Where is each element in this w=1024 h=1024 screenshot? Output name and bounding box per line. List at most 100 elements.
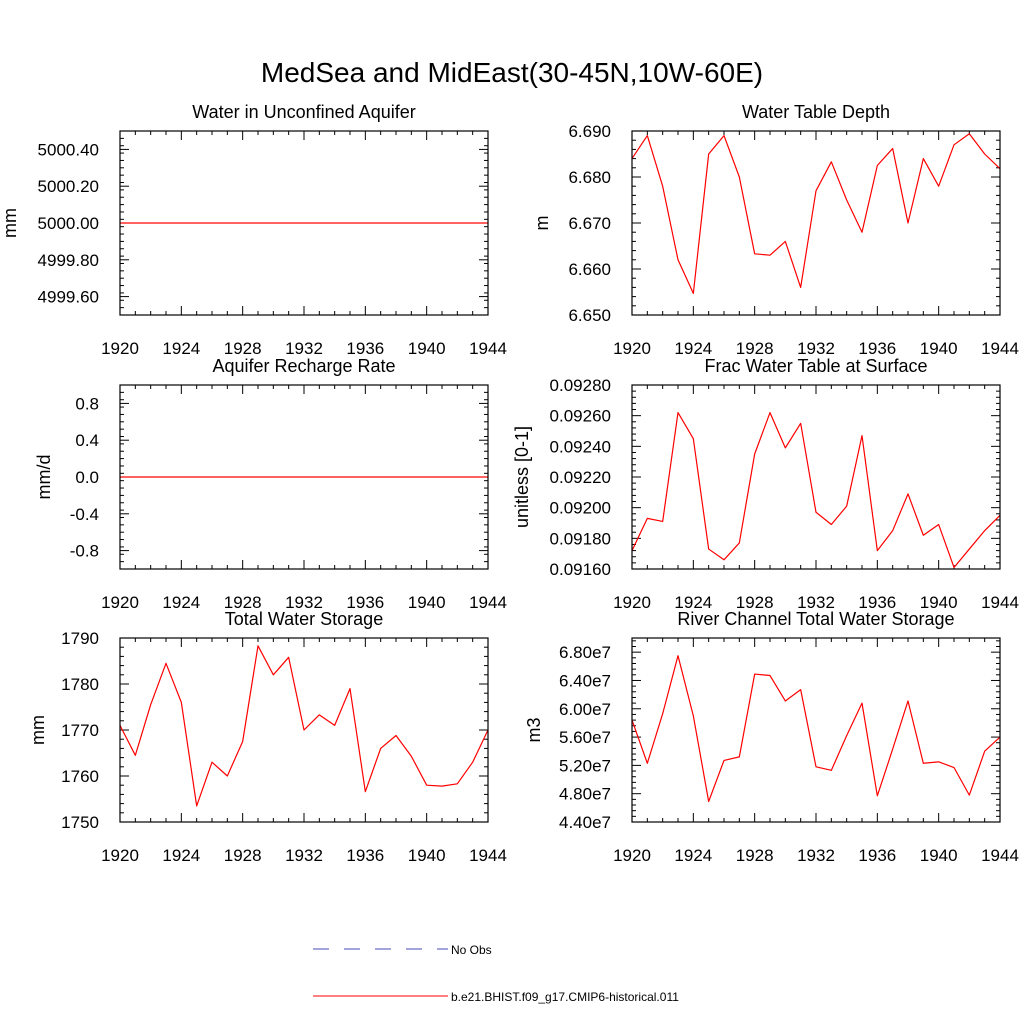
y-tick-label: 1750 [61, 813, 99, 832]
x-tick-label: 1936 [346, 339, 384, 358]
x-tick-label: 1944 [469, 593, 507, 612]
panel-title: Total Water Storage [225, 609, 383, 629]
x-tick-label: 1920 [101, 339, 139, 358]
x-tick-label: 1940 [408, 339, 446, 358]
x-tick-label: 1936 [858, 339, 896, 358]
x-tick-label: 1924 [162, 593, 200, 612]
y-tick-label: 6.40e7 [559, 671, 611, 690]
panel-title: Water Table Depth [742, 102, 890, 122]
y-tick-label: 0.09180 [550, 529, 611, 548]
y-tick-label: 0.09160 [550, 560, 611, 579]
x-tick-label: 1924 [674, 846, 712, 865]
x-tick-label: 1944 [469, 339, 507, 358]
x-tick-label: 1944 [469, 846, 507, 865]
y-tick-label: 1760 [61, 767, 99, 786]
y-tick-label: 5.20e7 [559, 756, 611, 775]
y-axis-label: m3 [524, 717, 544, 742]
x-tick-label: 1940 [408, 593, 446, 612]
panel-title: River Channel Total Water Storage [677, 609, 954, 629]
y-axis-label: mm [0, 208, 20, 238]
panels: Water in Unconfined Aquifer mm 1920 1924 192… [0, 102, 1019, 865]
y-tick-label: 1780 [61, 675, 99, 694]
series-line [631, 133, 1001, 294]
y-tick-label: 1790 [61, 629, 99, 648]
y-tick-label: -0.8 [70, 542, 99, 561]
x-tick-label: 1932 [285, 846, 323, 865]
y-tick-label: 0.4 [75, 431, 99, 450]
plot-frame [119, 384, 489, 570]
y-tick-label: 0.8 [75, 394, 99, 413]
x-tick-label: 1920 [101, 593, 139, 612]
y-tick-label: 4.40e7 [559, 813, 611, 832]
panel-4: Total Water Storage mm 1920 1924 1928 1932 193… [28, 609, 507, 865]
x-tick-label: 1924 [674, 339, 712, 358]
panel-title: Aquifer Recharge Rate [212, 356, 395, 376]
x-tick-label: 1928 [736, 339, 774, 358]
x-tick-label: 1924 [162, 339, 200, 358]
y-tick-label: 4.80e7 [559, 785, 611, 804]
figure-title: MedSea and MidEast(30-45N,10W-60E) [261, 57, 763, 88]
x-tick-label: 1920 [613, 339, 651, 358]
panel-title: Water in Unconfined Aquifer [192, 102, 415, 122]
x-tick-label: 1936 [858, 593, 896, 612]
y-axis-label: mm/d [34, 455, 54, 500]
x-tick-label: 1928 [224, 593, 262, 612]
panel-title: Frac Water Table at Surface [704, 356, 927, 376]
plot-frame [631, 637, 1001, 823]
legend-label-no-obs: No Obs [451, 943, 492, 957]
y-tick-label: 0.09280 [550, 376, 611, 395]
x-tick-label: 1932 [797, 593, 835, 612]
y-tick-label: 6.00e7 [559, 700, 611, 719]
x-tick-label: 1920 [101, 846, 139, 865]
x-tick-label: 1932 [285, 339, 323, 358]
y-tick-label: 5000.20 [38, 177, 99, 196]
y-tick-label: 6.660 [568, 260, 611, 279]
x-tick-label: 1936 [858, 846, 896, 865]
y-tick-label: 0.09220 [550, 468, 611, 487]
y-tick-label: 4999.80 [38, 251, 99, 270]
y-tick-label: 6.670 [568, 214, 611, 233]
x-tick-label: 1924 [162, 846, 200, 865]
x-tick-label: 1944 [981, 339, 1019, 358]
y-tick-label: 6.690 [568, 122, 611, 141]
panel-3: Frac Water Table at Surface unitless [0-1… [512, 356, 1019, 612]
series-line [119, 645, 489, 807]
y-tick-label: 0.09260 [550, 407, 611, 426]
x-tick-label: 1920 [613, 593, 651, 612]
series-line [631, 412, 1001, 569]
y-tick-label: 5000.40 [38, 140, 99, 159]
x-tick-label: 1940 [408, 846, 446, 865]
plot-frame [631, 384, 1001, 570]
y-tick-label: -0.4 [70, 505, 99, 524]
x-tick-label: 1924 [674, 593, 712, 612]
y-tick-label: 5.60e7 [559, 728, 611, 747]
x-tick-label: 1928 [224, 339, 262, 358]
plot-frame [119, 637, 489, 823]
x-tick-label: 1928 [736, 593, 774, 612]
panel-2: Aquifer Recharge Rate mm/d 1920 1924 1928 193… [34, 356, 507, 612]
y-tick-label: 6.80e7 [559, 643, 611, 662]
y-axis-label: mm [28, 715, 48, 745]
legend: No Obs b.e21.BHIST.f09_g17.CMIP6-histori… [313, 943, 679, 1004]
panel-0: Water in Unconfined Aquifer mm 1920 1924 192… [0, 102, 507, 358]
x-tick-label: 1932 [797, 339, 835, 358]
panel-1: Water Table Depth m 1920 1924 1928 1932 1936 19… [532, 102, 1019, 358]
x-tick-label: 1940 [920, 593, 958, 612]
x-tick-label: 1932 [285, 593, 323, 612]
legend-label-model-run: b.e21.BHIST.f09_g17.CMIP6-historical.011 [451, 990, 679, 1004]
x-tick-label: 1928 [736, 846, 774, 865]
x-tick-label: 1944 [981, 593, 1019, 612]
x-tick-label: 1936 [346, 593, 384, 612]
x-tick-label: 1932 [797, 846, 835, 865]
x-tick-label: 1928 [224, 846, 262, 865]
legend-item-model-run: b.e21.BHIST.f09_g17.CMIP6-historical.011 [313, 990, 679, 1004]
y-tick-label: 0.09240 [550, 437, 611, 456]
y-tick-label: 1770 [61, 721, 99, 740]
x-tick-label: 1940 [920, 846, 958, 865]
plot-frame [631, 130, 1001, 316]
panel-5: River Channel Total Water Storage m3 1920 1… [524, 609, 1019, 865]
series-line [631, 655, 1001, 803]
y-tick-label: 0.0 [75, 468, 99, 487]
y-axis-label: unitless [0-1] [512, 426, 532, 528]
